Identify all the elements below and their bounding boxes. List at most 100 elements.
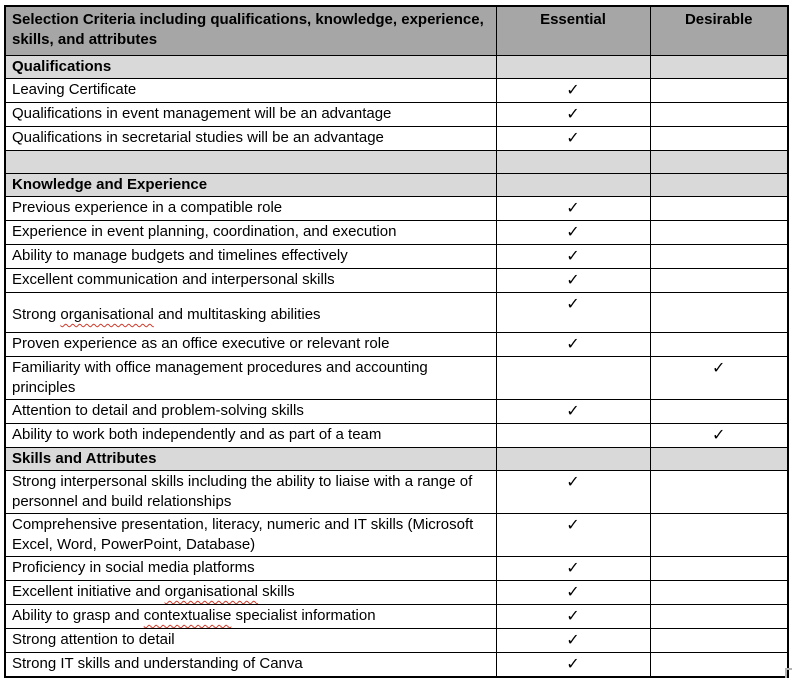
essential-checkmark: ✓: [495, 102, 651, 127]
essential-checkmark: ✓: [495, 196, 651, 221]
criteria-row: Strong IT skills and understanding of Ca…: [4, 652, 789, 677]
criteria-text-cell: Qualifications in event management will …: [4, 102, 497, 127]
criteria-text-cell: Qualifications in secretarial studies wi…: [4, 126, 497, 151]
desirable-checkmark: ✓: [649, 356, 789, 400]
criteria-text-cell: [4, 150, 497, 174]
desirable-cell: [649, 102, 789, 127]
essential-column-header: Essential: [495, 5, 651, 56]
desirable-cell: [649, 126, 789, 151]
desirable-cell: [649, 332, 789, 357]
essential-checkmark: ✓: [495, 399, 651, 424]
desirable-cell: [649, 399, 789, 424]
desirable-checkmark: ✓: [649, 423, 789, 448]
desirable-cell: [649, 78, 789, 103]
criteria-text-cell: Ability to work both independently and a…: [4, 423, 497, 448]
criteria-row: Ability to work both independently and a…: [4, 423, 789, 448]
section-title-cell: Knowledge and Experience: [4, 173, 497, 197]
criteria-row: Ability to grasp and contextualise speci…: [4, 604, 789, 629]
desirable-cell: [649, 580, 789, 605]
criteria-text-cell: Attention to detail and problem-solving …: [4, 399, 497, 424]
desirable-cell: [649, 604, 789, 629]
desirable-cell: [649, 447, 789, 471]
desirable-cell: [649, 292, 789, 333]
essential-checkmark: ✓: [495, 628, 651, 653]
criteria-row: Excellent communication and interpersona…: [4, 268, 789, 293]
criteria-text-cell: Leaving Certificate: [4, 78, 497, 103]
desirable-cell: [649, 268, 789, 293]
criteria-text-cell: Ability to grasp and contextualise speci…: [4, 604, 497, 629]
criteria-row: Comprehensive presentation, literacy, nu…: [4, 513, 789, 557]
spellcheck-squiggle: organisational: [164, 583, 258, 600]
criteria-row: Experience in event planning, coordinati…: [4, 220, 789, 245]
essential-checkmark: ✓: [495, 470, 651, 514]
criteria-text-cell: Previous experience in a compatible role: [4, 196, 497, 221]
criteria-row: Strong interpersonal skills including th…: [4, 470, 789, 514]
criteria-row: Previous experience in a compatible role…: [4, 196, 789, 221]
essential-cell: [495, 356, 651, 400]
criteria-text-cell: Ability to manage budgets and timelines …: [4, 244, 497, 269]
essential-checkmark: ✓: [495, 604, 651, 629]
essential-checkmark: ✓: [495, 244, 651, 269]
desirable-cell: [649, 513, 789, 557]
essential-checkmark: ✓: [495, 652, 651, 677]
essential-checkmark: ✓: [495, 580, 651, 605]
criteria-text-cell: Excellent initiative and organisational …: [4, 580, 497, 605]
criteria-column-header: Selection Criteria including qualificati…: [4, 5, 497, 56]
essential-checkmark: ✓: [495, 332, 651, 357]
criteria-row: Proven experience as an office executive…: [4, 332, 789, 357]
criteria-text-cell: Experience in event planning, coordinati…: [4, 220, 497, 245]
desirable-cell: [649, 556, 789, 581]
essential-cell: [495, 423, 651, 448]
essential-checkmark: ✓: [495, 268, 651, 293]
criteria-row: Excellent initiative and organisational …: [4, 580, 789, 605]
criteria-row: Qualifications in secretarial studies wi…: [4, 126, 789, 151]
essential-cell: [495, 447, 651, 471]
criteria-text-cell: Strong organisational and multitasking a…: [4, 292, 497, 333]
desirable-cell: [649, 628, 789, 653]
criteria-row: Attention to detail and problem-solving …: [4, 399, 789, 424]
criteria-row: Leaving Certificate ✓: [4, 78, 789, 103]
criteria-row: Qualifications in event management will …: [4, 102, 789, 127]
selection-criteria-table: Selection Criteria including qualificati…: [4, 5, 789, 678]
desirable-column-header: Desirable: [649, 5, 789, 56]
table-header-row: Selection Criteria including qualificati…: [4, 5, 789, 56]
criteria-text-cell: Strong attention to detail: [4, 628, 497, 653]
desirable-cell: [649, 196, 789, 221]
criteria-row: Strong organisational and multitasking a…: [4, 292, 789, 333]
section-title-cell: Qualifications: [4, 55, 497, 79]
spacer-row: [4, 150, 789, 174]
spellcheck-squiggle: contextualise: [143, 607, 232, 624]
criteria-text-cell: Familiarity with office management proce…: [4, 356, 497, 400]
section-header-row: Skills and Attributes: [4, 447, 789, 471]
desirable-cell: [649, 220, 789, 245]
section-header-row: Qualifications: [4, 55, 789, 79]
criteria-row: Strong attention to detail ✓: [4, 628, 789, 653]
criteria-row: Proficiency in social media platforms ✓: [4, 556, 789, 581]
desirable-cell: [649, 173, 789, 197]
essential-checkmark: ✓: [495, 556, 651, 581]
criteria-text-cell: Strong IT skills and understanding of Ca…: [4, 652, 497, 677]
criteria-text-cell: Comprehensive presentation, literacy, nu…: [4, 513, 497, 557]
essential-checkmark: ✓: [495, 513, 651, 557]
spellcheck-squiggle: organisational: [60, 306, 154, 323]
desirable-cell: [649, 244, 789, 269]
criteria-text-cell: Proficiency in social media platforms: [4, 556, 497, 581]
desirable-cell: [649, 150, 789, 174]
desirable-cell: [649, 652, 789, 677]
desirable-cell: [649, 55, 789, 79]
essential-cell: [495, 150, 651, 174]
criteria-row: Ability to manage budgets and timelines …: [4, 244, 789, 269]
essential-checkmark: ✓: [495, 126, 651, 151]
essential-cell: [495, 173, 651, 197]
essential-cell: [495, 55, 651, 79]
essential-checkmark: ✓: [495, 220, 651, 245]
cursor-mark: [785, 668, 792, 678]
section-title-cell: Skills and Attributes: [4, 447, 497, 471]
criteria-row: Familiarity with office management proce…: [4, 356, 789, 400]
criteria-text-cell: Strong interpersonal skills including th…: [4, 470, 497, 514]
criteria-text-cell: Proven experience as an office executive…: [4, 332, 497, 357]
criteria-text-cell: Excellent communication and interpersona…: [4, 268, 497, 293]
essential-checkmark: ✓: [495, 292, 651, 333]
section-header-row: Knowledge and Experience: [4, 173, 789, 197]
desirable-cell: [649, 470, 789, 514]
